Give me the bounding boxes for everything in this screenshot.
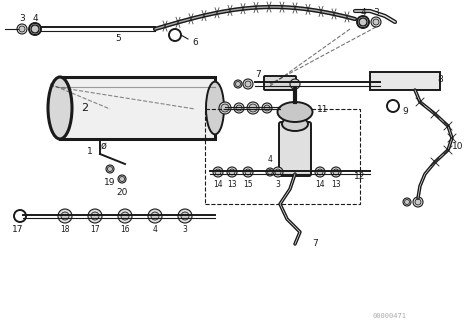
Circle shape (371, 17, 381, 27)
Circle shape (58, 209, 72, 223)
Circle shape (151, 212, 159, 220)
Text: 20: 20 (116, 187, 128, 196)
Circle shape (403, 198, 411, 206)
Circle shape (245, 81, 251, 87)
Circle shape (317, 169, 323, 175)
Circle shape (19, 26, 25, 32)
Text: 18: 18 (60, 225, 70, 234)
Ellipse shape (48, 77, 72, 139)
Circle shape (245, 169, 251, 175)
Text: 3: 3 (275, 179, 281, 188)
Circle shape (61, 212, 69, 220)
Text: 4: 4 (32, 13, 38, 22)
Text: 13: 13 (227, 179, 237, 188)
Circle shape (331, 167, 341, 177)
Circle shape (108, 167, 112, 171)
Circle shape (227, 167, 237, 177)
Text: 14: 14 (315, 179, 325, 188)
Text: 8: 8 (437, 74, 443, 84)
Text: 3: 3 (182, 225, 187, 234)
Text: 2: 2 (82, 103, 89, 113)
Circle shape (247, 102, 259, 114)
Text: 11: 11 (317, 105, 329, 114)
Circle shape (219, 102, 231, 114)
FancyBboxPatch shape (279, 122, 311, 176)
Text: 16: 16 (120, 225, 130, 234)
FancyBboxPatch shape (370, 72, 440, 90)
Circle shape (404, 199, 410, 204)
Circle shape (29, 23, 41, 35)
Text: 14: 14 (213, 179, 223, 188)
Ellipse shape (282, 117, 308, 131)
Ellipse shape (277, 102, 312, 122)
Ellipse shape (206, 81, 224, 134)
Circle shape (267, 169, 273, 174)
Text: 13: 13 (331, 179, 341, 188)
Circle shape (118, 209, 132, 223)
Text: ø: ø (101, 141, 107, 151)
Circle shape (215, 169, 221, 175)
Circle shape (275, 169, 281, 175)
Circle shape (181, 212, 189, 220)
Circle shape (236, 105, 242, 111)
Circle shape (262, 103, 272, 113)
Circle shape (178, 209, 192, 223)
Circle shape (106, 165, 114, 173)
Circle shape (88, 209, 102, 223)
Text: 17: 17 (90, 225, 100, 234)
Circle shape (118, 175, 126, 183)
Text: 10: 10 (452, 142, 464, 151)
Circle shape (213, 167, 223, 177)
Text: 7: 7 (255, 69, 261, 78)
Circle shape (243, 79, 253, 89)
Text: 15: 15 (243, 179, 253, 188)
Circle shape (148, 209, 162, 223)
Circle shape (315, 167, 325, 177)
Circle shape (273, 167, 283, 177)
Circle shape (31, 25, 39, 33)
Circle shape (359, 18, 367, 26)
Text: 5: 5 (115, 33, 121, 42)
Text: 6: 6 (192, 37, 198, 46)
Circle shape (234, 80, 242, 88)
Text: 00000471: 00000471 (373, 313, 407, 319)
Circle shape (229, 169, 235, 175)
Text: 4: 4 (267, 155, 273, 164)
Circle shape (266, 168, 274, 176)
Circle shape (121, 212, 129, 220)
Circle shape (249, 104, 257, 112)
Circle shape (290, 79, 300, 89)
Text: 4: 4 (153, 225, 157, 234)
Bar (60, 77, 215, 139)
Circle shape (234, 103, 244, 113)
Text: 4: 4 (360, 7, 366, 16)
Circle shape (264, 105, 270, 111)
Text: 7: 7 (312, 239, 318, 248)
Circle shape (119, 176, 125, 181)
Circle shape (415, 199, 421, 205)
Circle shape (91, 212, 99, 220)
Text: 17: 17 (12, 225, 24, 234)
Circle shape (221, 104, 229, 112)
Text: 19: 19 (104, 177, 116, 186)
Circle shape (373, 19, 379, 25)
Circle shape (243, 167, 253, 177)
Text: 3: 3 (373, 7, 379, 16)
Text: 12: 12 (354, 171, 365, 180)
Text: 1: 1 (87, 147, 93, 156)
Circle shape (236, 81, 240, 87)
Circle shape (357, 16, 369, 28)
Circle shape (17, 24, 27, 34)
FancyBboxPatch shape (264, 76, 296, 90)
Circle shape (333, 169, 339, 175)
Text: 3: 3 (19, 13, 25, 22)
Text: 9: 9 (402, 107, 408, 116)
Circle shape (413, 197, 423, 207)
